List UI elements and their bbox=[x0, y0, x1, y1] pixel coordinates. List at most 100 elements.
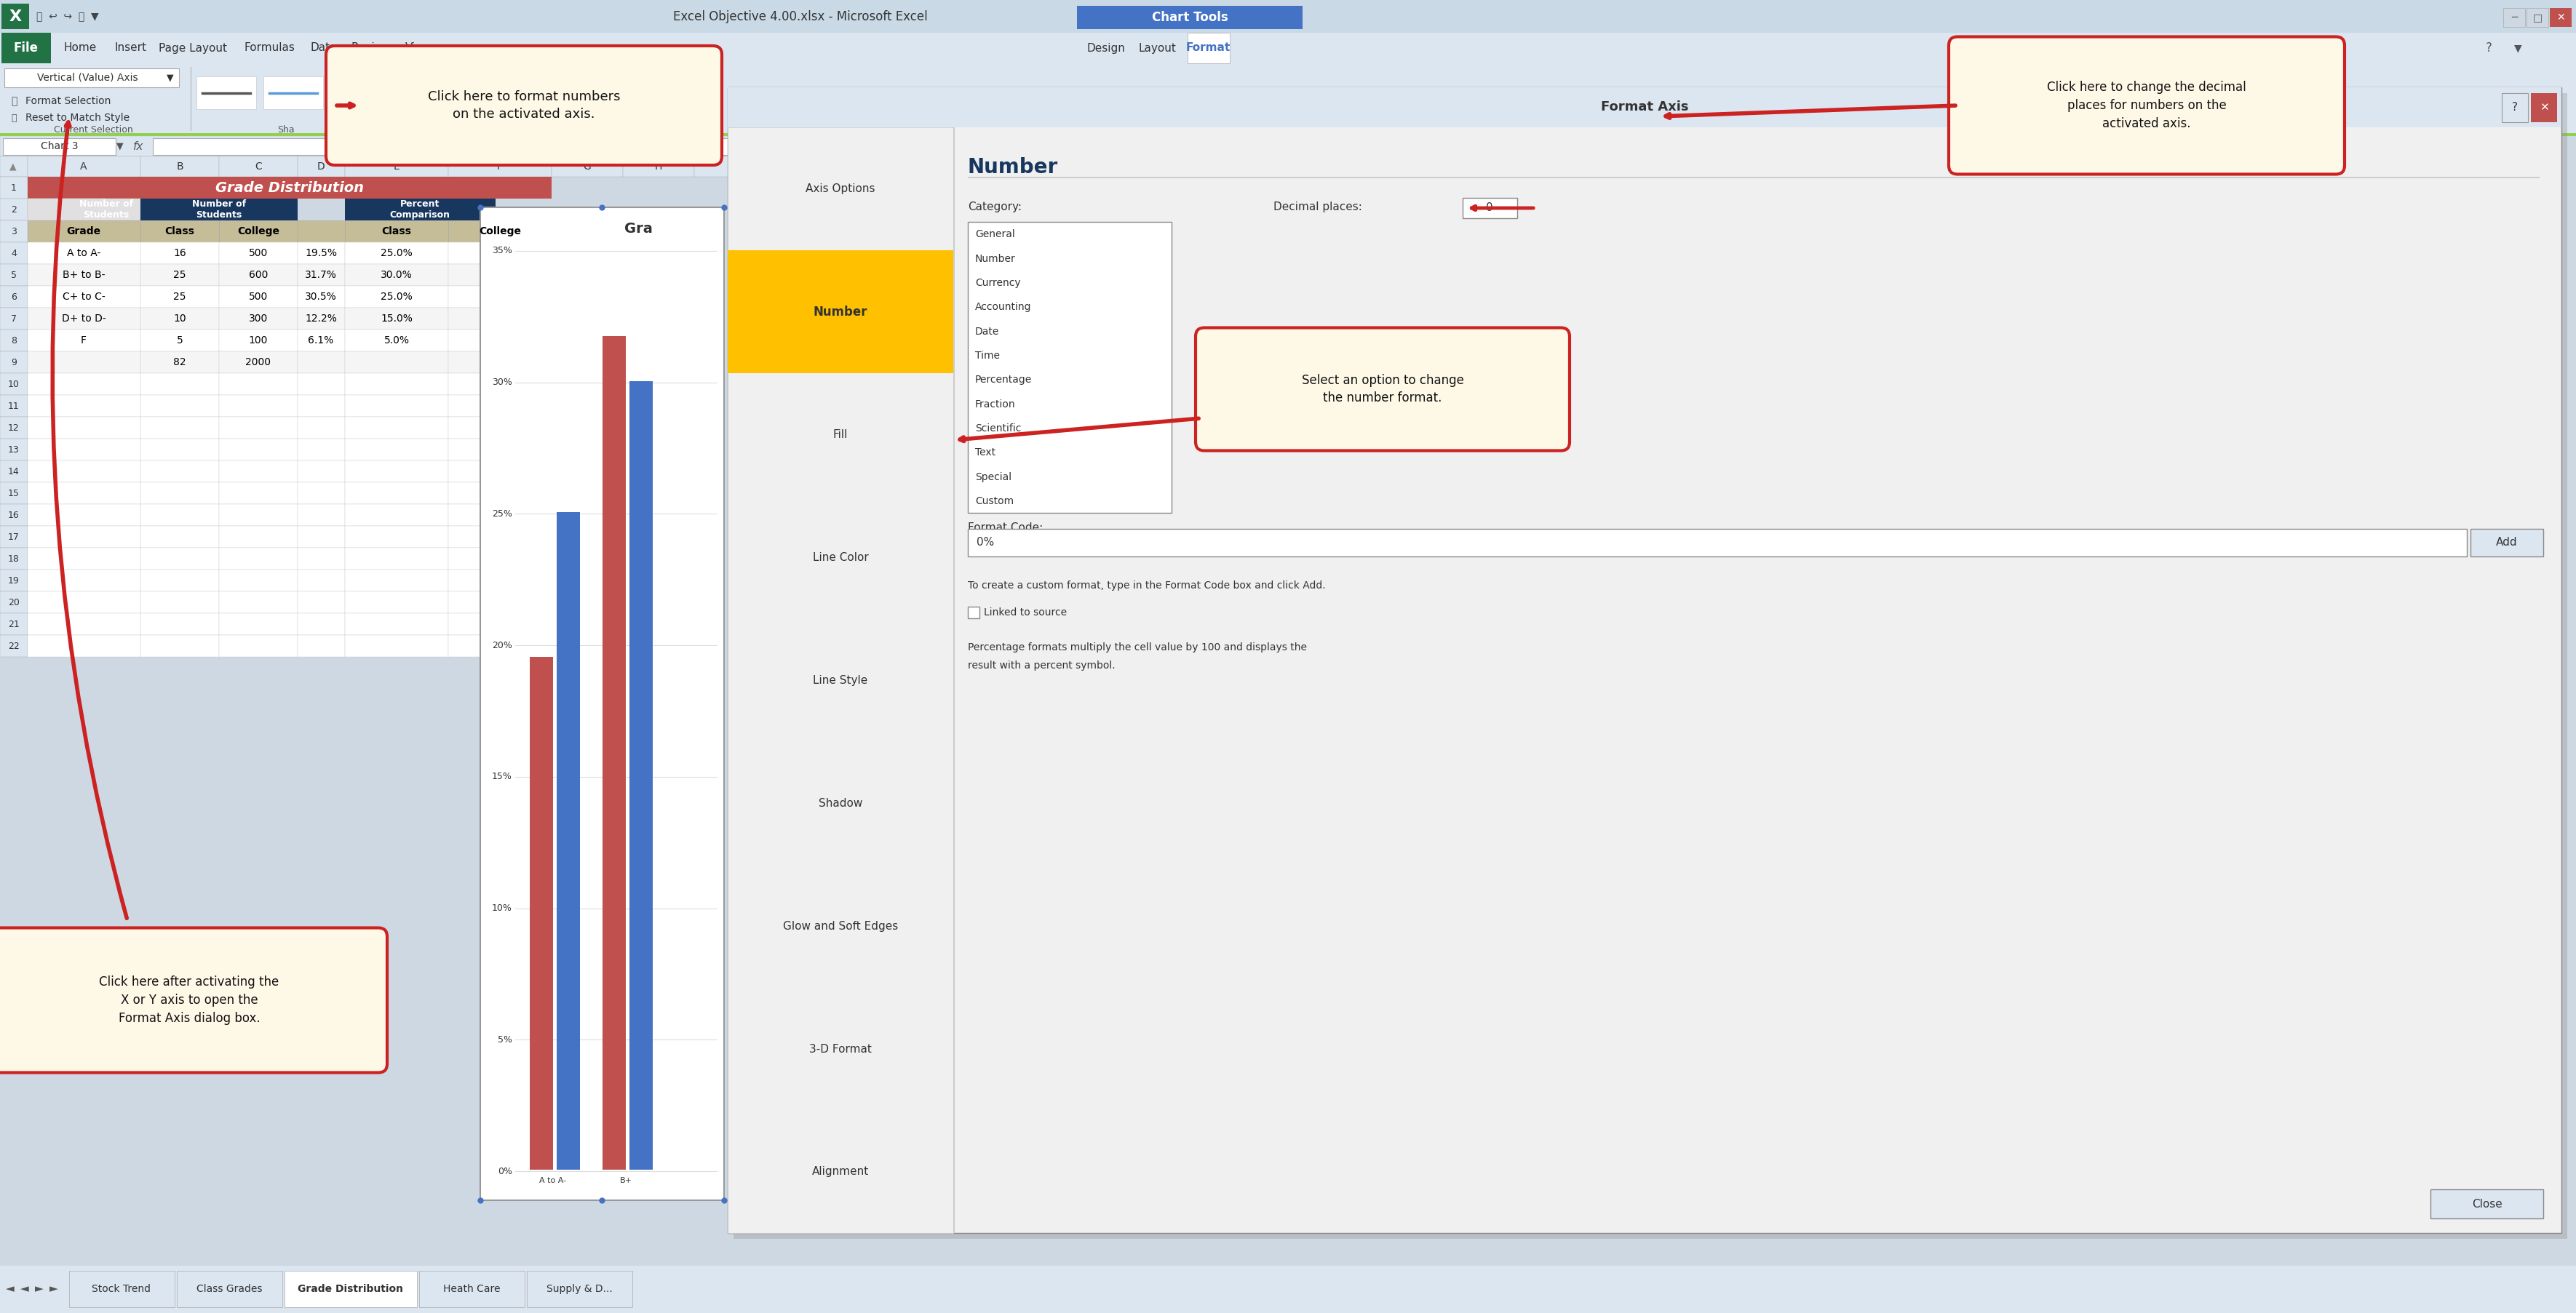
Bar bbox=[726, 87, 2561, 127]
Text: Sha: Sha bbox=[278, 126, 294, 135]
Bar bbox=[28, 373, 142, 395]
Bar bbox=[526, 1271, 631, 1308]
Text: Class: Class bbox=[381, 226, 412, 236]
Bar bbox=[0, 439, 28, 461]
Bar bbox=[0, 133, 2576, 137]
Bar bbox=[299, 439, 345, 461]
Text: 25.0%: 25.0% bbox=[381, 248, 412, 259]
Bar bbox=[299, 504, 345, 527]
Text: 6: 6 bbox=[10, 291, 15, 302]
Bar bbox=[0, 156, 28, 177]
Bar bbox=[152, 138, 1376, 155]
Text: F: F bbox=[80, 335, 88, 345]
Text: Grade Distribution: Grade Distribution bbox=[299, 1284, 404, 1295]
Bar bbox=[345, 156, 448, 177]
Bar bbox=[28, 527, 142, 548]
Bar bbox=[28, 504, 142, 527]
Text: 0%: 0% bbox=[976, 537, 994, 548]
Text: Supply & D...: Supply & D... bbox=[546, 1284, 613, 1295]
Bar bbox=[299, 221, 345, 242]
Text: Page Layout: Page Layout bbox=[160, 42, 227, 54]
Text: ◄: ◄ bbox=[5, 1284, 15, 1295]
Bar bbox=[765, 156, 824, 177]
Bar bbox=[345, 395, 448, 416]
Text: 82: 82 bbox=[173, 357, 185, 368]
Bar bbox=[969, 177, 2540, 179]
Bar bbox=[219, 439, 299, 461]
Text: 10: 10 bbox=[8, 379, 21, 389]
Text: ✕: ✕ bbox=[2555, 12, 2563, 22]
Text: ✕: ✕ bbox=[2537, 102, 2548, 113]
Bar bbox=[623, 156, 693, 177]
Text: ▼: ▼ bbox=[167, 74, 173, 83]
Bar bbox=[299, 286, 345, 307]
FancyBboxPatch shape bbox=[1947, 37, 2344, 175]
Bar bbox=[142, 307, 219, 330]
Bar bbox=[28, 264, 142, 286]
Text: 15%: 15% bbox=[492, 772, 513, 781]
Bar bbox=[2550, 8, 2571, 26]
Bar bbox=[0, 504, 28, 527]
Bar bbox=[1077, 33, 1303, 63]
Text: Decimal places:: Decimal places: bbox=[1273, 202, 1363, 213]
Bar bbox=[479, 207, 724, 1200]
Bar bbox=[345, 482, 448, 504]
Bar bbox=[28, 439, 142, 461]
Bar bbox=[0, 570, 28, 591]
Bar bbox=[448, 461, 551, 482]
Bar bbox=[345, 570, 448, 591]
Text: ►: ► bbox=[36, 1284, 44, 1295]
Bar bbox=[299, 307, 345, 330]
Text: Review: Review bbox=[350, 42, 392, 54]
Bar bbox=[969, 529, 2465, 557]
Bar bbox=[420, 1271, 526, 1308]
Text: X: X bbox=[10, 9, 21, 24]
Text: 19: 19 bbox=[8, 576, 21, 586]
Bar bbox=[0, 242, 28, 264]
Bar bbox=[142, 264, 219, 286]
Bar bbox=[299, 373, 345, 395]
Bar bbox=[28, 591, 142, 613]
Bar bbox=[345, 527, 448, 548]
Text: Chart Tools: Chart Tools bbox=[1151, 11, 1229, 24]
Bar bbox=[142, 156, 219, 177]
Text: Special: Special bbox=[974, 471, 1012, 482]
Bar bbox=[448, 613, 551, 635]
Bar bbox=[0, 33, 2576, 63]
Bar bbox=[433, 66, 592, 131]
Bar bbox=[448, 527, 551, 548]
Text: Number: Number bbox=[974, 253, 1015, 264]
Text: Chart 3: Chart 3 bbox=[41, 140, 77, 151]
Text: Percentage: Percentage bbox=[974, 376, 1033, 385]
Text: B: B bbox=[175, 161, 183, 172]
Bar bbox=[345, 330, 448, 352]
Text: 5%: 5% bbox=[497, 1035, 513, 1044]
Text: 4: 4 bbox=[10, 248, 15, 257]
Bar bbox=[734, 93, 2566, 1238]
Bar bbox=[0, 373, 28, 395]
Bar bbox=[142, 548, 219, 570]
Text: 💾  ↩  ↪  🖨  ▼: 💾 ↩ ↪ 🖨 ▼ bbox=[36, 12, 98, 22]
Bar bbox=[345, 439, 448, 461]
Bar bbox=[2470, 529, 2543, 557]
Bar bbox=[330, 76, 389, 109]
Text: Axis Options: Axis Options bbox=[806, 184, 876, 194]
Bar bbox=[3, 4, 28, 29]
Text: B+ to B-: B+ to B- bbox=[62, 270, 106, 280]
Bar bbox=[219, 373, 299, 395]
Text: Stock Trend: Stock Trend bbox=[93, 1284, 152, 1295]
Bar bbox=[299, 264, 345, 286]
Bar bbox=[219, 482, 299, 504]
Text: 20: 20 bbox=[8, 597, 21, 607]
Bar bbox=[726, 87, 2561, 1233]
Bar bbox=[28, 352, 142, 373]
Bar bbox=[219, 221, 299, 242]
Bar bbox=[299, 395, 345, 416]
Bar bbox=[142, 395, 219, 416]
Text: ?: ? bbox=[2486, 42, 2491, 55]
Bar bbox=[299, 330, 345, 352]
Text: Sha: Sha bbox=[505, 126, 523, 135]
Text: D: D bbox=[317, 161, 325, 172]
Bar bbox=[299, 482, 345, 504]
Bar bbox=[28, 461, 142, 482]
